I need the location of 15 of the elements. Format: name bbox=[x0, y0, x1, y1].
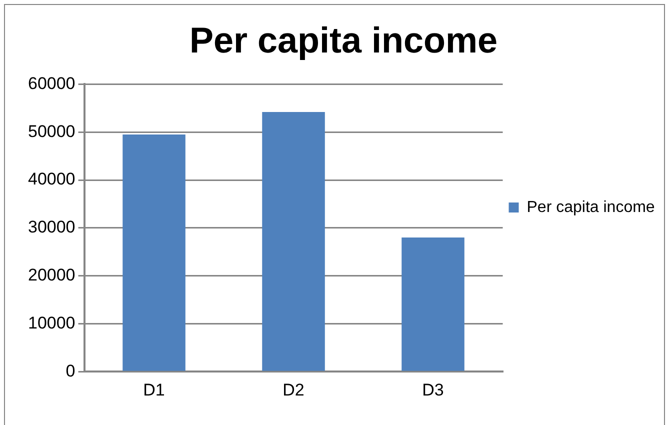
x-tick-label: D3 bbox=[422, 380, 444, 400]
y-tick-label: 60000 bbox=[28, 74, 76, 93]
chart-title: Per capita income bbox=[189, 20, 498, 61]
y-tick-label: 50000 bbox=[28, 122, 76, 141]
y-tick-label: 40000 bbox=[28, 170, 76, 189]
x-tick-label: D2 bbox=[282, 380, 304, 400]
bar bbox=[262, 112, 325, 371]
y-tick-label: 0 bbox=[66, 361, 76, 380]
y-tick-label: 20000 bbox=[28, 265, 76, 284]
legend-label: Per capita income bbox=[526, 198, 655, 216]
bar bbox=[402, 237, 464, 371]
y-tick-label: 10000 bbox=[28, 313, 76, 332]
bar bbox=[122, 134, 186, 371]
y-tick-label: 30000 bbox=[28, 218, 76, 237]
x-tick-label: D1 bbox=[143, 380, 165, 400]
